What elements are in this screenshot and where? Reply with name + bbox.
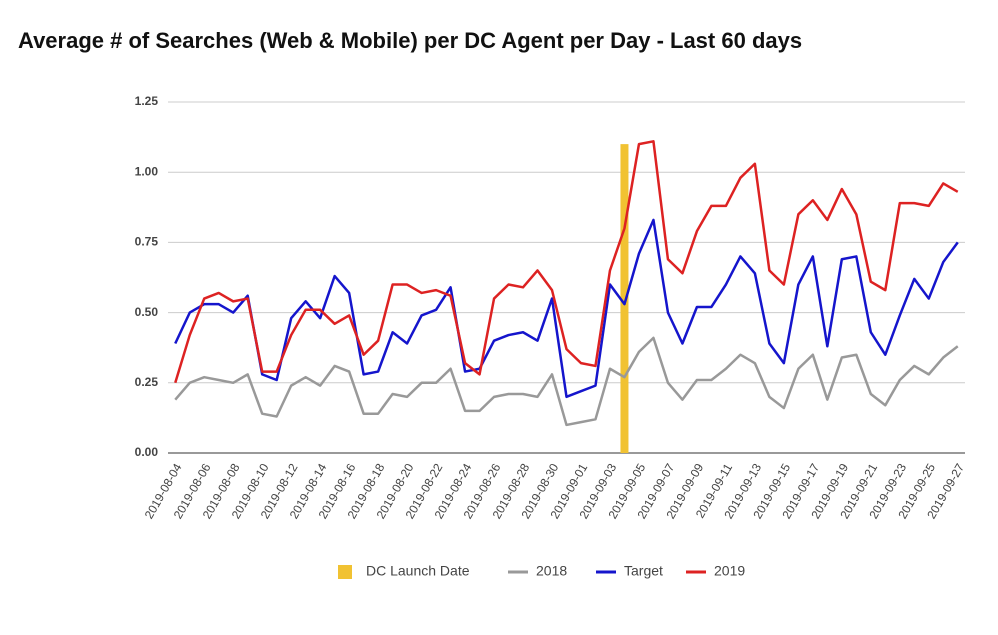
legend-swatch [338, 565, 352, 579]
y-tick-label: 0.50 [135, 305, 159, 319]
line [174, 140, 959, 384]
legend-label: 2019 [714, 563, 745, 579]
legend-label: 2018 [536, 563, 567, 579]
bar [620, 144, 629, 453]
y-tick-label: 0.00 [135, 445, 159, 459]
line [174, 336, 959, 427]
y-tick-label: 1.00 [135, 164, 159, 178]
legend-label: Target [624, 563, 663, 579]
y-tick-label: 1.25 [135, 94, 159, 108]
y-tick-label: 0.25 [135, 375, 159, 389]
line [174, 218, 959, 399]
legend-label: DC Launch Date [366, 563, 470, 579]
y-tick-label: 0.75 [135, 235, 159, 249]
chart-title: Average # of Searches (Web & Mobile) per… [18, 28, 802, 53]
